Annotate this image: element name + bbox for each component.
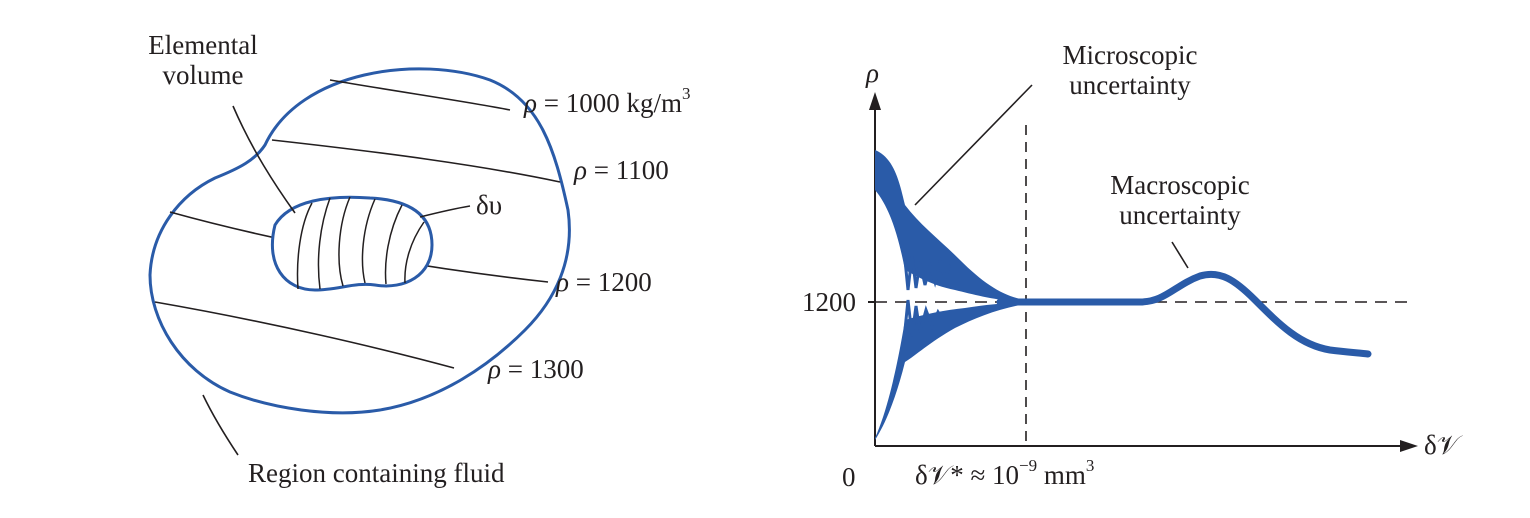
isoline-label-1200-symbol: ρ [556, 267, 569, 297]
elemental-volume-label: Elemental volume [128, 30, 278, 90]
isoline-label-1200-text: = 1200 [568, 267, 652, 297]
region-leader [202, 394, 239, 456]
isoline-label-1300-text: = 1300 [500, 354, 584, 384]
microscopic-leader [914, 84, 1033, 206]
microscopic-annotation-line2: uncertainty [1069, 70, 1191, 100]
microscopic-lower-band [875, 302, 1026, 440]
microscopic-annotation-line1: Microscopic [1062, 40, 1198, 70]
isoline-label-1200: ρ = 1200 [556, 267, 652, 297]
isoline-label-1000: ρ = 1000 kg/m3 [524, 85, 690, 118]
microscopic-upper-band [875, 150, 1026, 303]
microscopic-noise [903, 254, 952, 337]
density-curve [996, 270, 1372, 358]
macroscopic-annotation-line2: uncertainty [1119, 200, 1241, 230]
region-label: Region containing fluid [248, 458, 505, 488]
elemental-volume-outline [270, 195, 434, 292]
isoline-label-1100-symbol: ρ [574, 155, 587, 185]
threshold-label: δ𝒱* ≈ 10−9 mm3 [915, 457, 1094, 490]
y-axis-arrow [869, 92, 881, 110]
isoline-1300 [154, 301, 455, 369]
isoline-label-1000-text: = 1000 kg/m [536, 88, 682, 118]
isoline-label-1100-text: = 1100 [586, 155, 669, 185]
elemental-volume-label-line2: volume [162, 60, 244, 90]
macroscopic-annotation-line1: Macroscopic [1110, 170, 1250, 200]
macroscopic-leader [1171, 241, 1189, 269]
threshold-label-unit: mm [1037, 460, 1086, 490]
isoline-1100 [271, 139, 561, 183]
dv-leader [419, 205, 471, 218]
elemental-volume-hatching [296, 196, 425, 290]
reference-value-label: 1200 [802, 287, 856, 317]
isoline-label-1000-symbol: ρ [524, 88, 537, 118]
threshold-label-base: δ𝒱* ≈ 10 [915, 460, 1020, 490]
threshold-label-exponent: −9 [1019, 456, 1038, 475]
elemental-volume-leader [232, 105, 296, 214]
isoline-label-1300-symbol: ρ [488, 354, 501, 384]
macroscopic-annotation: Macroscopic uncertainty [1070, 170, 1290, 230]
dv-label: δυ [476, 190, 503, 220]
isoline-label-1300: ρ = 1300 [488, 354, 584, 384]
microscopic-annotation: Microscopic uncertainty [1030, 40, 1230, 100]
x-axis-arrow [1400, 440, 1418, 452]
isoline-label-1100: ρ = 1100 [574, 155, 669, 185]
origin-label: 0 [842, 462, 856, 492]
isoline-label-1000-unit-exponent: 3 [681, 84, 691, 103]
isoline-1000 [329, 79, 511, 111]
threshold-label-unit-exponent: 3 [1085, 456, 1095, 475]
x-axis-label: δ𝒱 [1424, 430, 1460, 460]
elemental-volume-label-line1: Elemental [148, 30, 258, 60]
y-axis-label: ρ [866, 58, 879, 88]
fluid-region-outline [148, 67, 571, 415]
